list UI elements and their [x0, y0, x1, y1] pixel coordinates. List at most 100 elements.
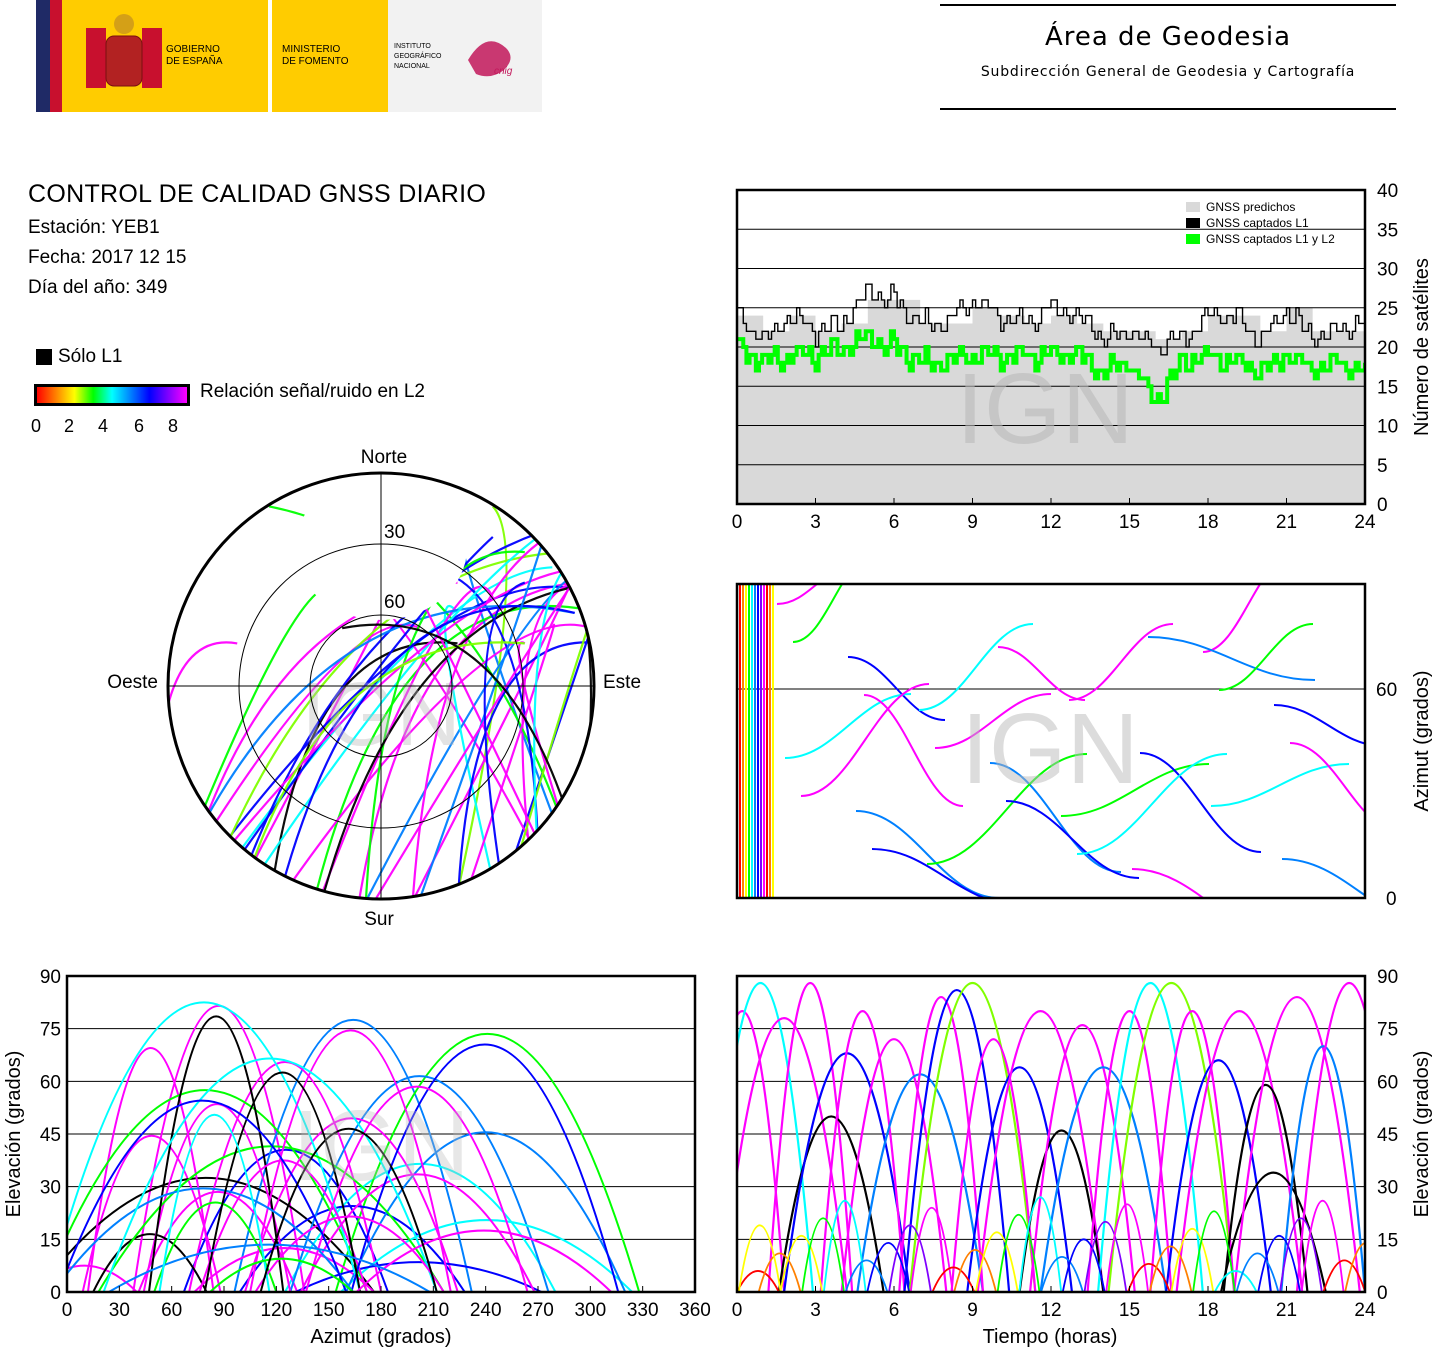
gov-line2: DE ESPAÑA — [166, 54, 223, 67]
y-tick-label: 15 — [40, 1230, 61, 1251]
elevation-azimuth-xlabel: Azimut (grados) — [310, 1326, 451, 1348]
et-low-pass — [779, 1235, 824, 1292]
legend-swatch-predicted — [1186, 202, 1200, 212]
sky-track — [230, 520, 575, 898]
et-low-pass — [1300, 1200, 1345, 1292]
elevation-time-xlabel: Tiempo (horas) — [983, 1326, 1118, 1348]
et-low-pass — [1213, 1270, 1258, 1292]
elevation-azimuth-tracks: IGN — [67, 1001, 641, 1292]
y-tick-label: 60 — [1377, 1072, 1398, 1093]
watermark: IGN — [961, 693, 1139, 805]
y-tick-label: 15 — [1377, 1230, 1398, 1251]
x-tick-label: 240 — [470, 1300, 502, 1321]
et-low-pass — [953, 1248, 997, 1292]
sky-track — [517, 641, 593, 898]
ea-track — [209, 1257, 354, 1292]
az-track — [934, 693, 1052, 749]
l1-legend-label: Sólo L1 — [58, 346, 123, 367]
y-tick-label: 15 — [1377, 377, 1398, 398]
et-low-pass — [737, 1270, 780, 1292]
ea-track — [67, 1099, 348, 1292]
et-low-pass — [1344, 1242, 1365, 1292]
et-low-pass — [1148, 1245, 1193, 1292]
y-tick-label: 90 — [40, 967, 61, 988]
x-tick-label: 180 — [365, 1300, 397, 1321]
x-tick-label: 270 — [522, 1300, 554, 1321]
az-track — [776, 584, 819, 605]
az-track — [792, 584, 844, 643]
x-tick-label: 6 — [889, 1300, 900, 1321]
satellites-x-ticks: 0 3 6 9 12 15 18 21 24 — [732, 498, 1376, 533]
gov-line1: GOBIERNO — [166, 44, 220, 55]
elevation-time-chart: 0 3 6 9 12 15 18 21 24 0 15 30 45 60 75 90 Tiempo (hor… — [732, 967, 1433, 1348]
x-tick-label: 120 — [260, 1300, 292, 1321]
et-low-pass — [931, 1266, 976, 1292]
et-pass — [737, 1017, 848, 1292]
elevation-azimuth-y-ticks: 0 15 30 45 60 75 90 — [40, 967, 61, 1304]
skyplot-chart: IGN 30 60 Norte Sur Oeste Este — [107, 447, 641, 930]
az-track — [847, 656, 946, 721]
azimuth-ylabel: Azimut (grados) — [1411, 670, 1433, 811]
az-track — [918, 623, 1034, 711]
x-tick-label: 24 — [1354, 512, 1376, 533]
ea-track — [67, 1187, 354, 1292]
x-tick-label: 90 — [213, 1300, 234, 1321]
skyplot-north: Norte — [361, 447, 407, 468]
ea-track — [67, 1089, 368, 1292]
et-pass — [976, 1010, 1105, 1292]
y-tick-label: 40 — [1377, 181, 1398, 202]
report-info: CONTROL DE CALIDAD GNSS DIARIO Estación:… — [28, 180, 486, 307]
sky-track — [521, 581, 575, 898]
legend-label-l1: GNSS captados L1 — [1206, 216, 1309, 230]
watermark: IGN — [956, 353, 1134, 465]
header-rule-bottom — [940, 108, 1396, 110]
logo-block: GOBIERNO DE ESPAÑA MINISTERIO DE FOMENTO… — [36, 0, 542, 112]
et-pass — [783, 1052, 911, 1292]
ea-track — [158, 1114, 271, 1292]
x-tick-label: 3 — [810, 1300, 821, 1321]
et-pass — [737, 981, 814, 1292]
skyplot-east: Este — [603, 672, 641, 693]
et-pass — [903, 988, 1011, 1292]
x-tick-label: 12 — [1040, 512, 1061, 533]
et-pass — [1028, 1024, 1136, 1292]
et-pass — [1086, 1010, 1173, 1292]
az-track — [997, 646, 1086, 701]
institutional-logos: GOBIERNO DE ESPAÑA MINISTERIO DE FOMENTO… — [36, 0, 542, 112]
y-tick-label: 30 — [1377, 1178, 1398, 1199]
et-pass — [1295, 981, 1365, 1292]
ea-track — [203, 1071, 362, 1292]
et-pass — [898, 996, 985, 1292]
et-pass — [1165, 1059, 1272, 1292]
et-low-pass — [844, 1259, 889, 1292]
snr-colorbar — [34, 384, 190, 406]
snr-legend-title: Relación señal/ruido en L2 — [200, 381, 425, 402]
y-tick-label: 45 — [1377, 1125, 1398, 1146]
satellites-chart: 0 3 6 9 12 15 18 21 24 0 5 10 15 20 25 30 35 40 Número d… — [732, 181, 1433, 533]
et-pass — [950, 1038, 1037, 1292]
x-tick-label: 360 — [679, 1300, 711, 1321]
az-track — [926, 753, 1088, 865]
et-low-pass — [1127, 1263, 1171, 1292]
az-track — [1005, 800, 1140, 879]
sky-track — [501, 585, 593, 898]
y-tick-label: 0 — [50, 1283, 61, 1304]
y-tick-label: 90 — [1377, 967, 1398, 988]
et-low-pass — [909, 1206, 954, 1292]
sky-track — [483, 581, 526, 898]
et-pass — [737, 1010, 786, 1292]
x-tick-label: 21 — [1276, 512, 1297, 533]
et-low-pass — [801, 1217, 845, 1292]
x-tick-label: 6 — [889, 512, 900, 533]
et-pass — [1149, 1010, 1236, 1292]
y-tick-label: 75 — [1377, 1020, 1398, 1041]
azimuth-tracks: IGN — [739, 584, 1365, 898]
ea-track — [249, 1029, 452, 1292]
coat-of-arms-icon — [86, 14, 162, 88]
elevation-azimuth-x-ticks: 0 30 60 90 120 150 180 210 240 270 300 330 360 — [62, 1286, 711, 1321]
cnig-logo-icon: cnig — [468, 41, 513, 77]
ea-track — [299, 1173, 536, 1292]
sky-track — [456, 641, 593, 898]
ea-track — [295, 1261, 542, 1292]
